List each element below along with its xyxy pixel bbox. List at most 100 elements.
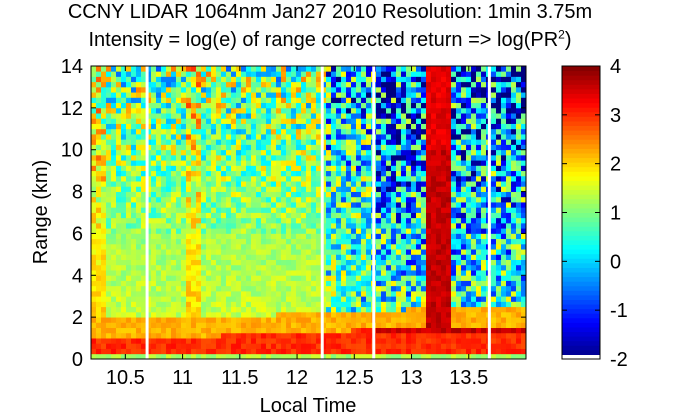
heat-cell [436, 238, 442, 245]
heat-cell [111, 238, 117, 245]
heat-cell [346, 348, 352, 355]
heat-cell [341, 280, 347, 287]
heat-cell [196, 113, 202, 119]
heat-cell [326, 228, 332, 234]
heat-cell [391, 196, 397, 203]
heat-cell [361, 353, 367, 360]
heat-cell [471, 228, 477, 234]
heat-cell [236, 149, 242, 156]
heat-cell [156, 285, 162, 292]
heat-cell [211, 154, 217, 161]
heat-cell [406, 238, 412, 245]
heat-cell [351, 254, 357, 260]
heat-cell [491, 107, 497, 114]
heat-cell [251, 186, 257, 192]
heat-cell [171, 217, 177, 224]
heat-cell [331, 196, 337, 203]
heat-cell [171, 160, 177, 166]
heat-cell [211, 270, 217, 276]
heat-cell [451, 275, 457, 281]
heat-cell [156, 92, 162, 98]
heat-cell [401, 113, 407, 119]
heat-cell [301, 217, 307, 224]
heat-cell [196, 217, 202, 224]
heat-cell [511, 254, 517, 260]
heat-cell [431, 165, 437, 172]
heat-cell [401, 280, 407, 287]
heat-cell [506, 306, 512, 313]
heat-cell [201, 76, 207, 83]
heat-cell [131, 217, 137, 224]
colorbar-segment [562, 84, 600, 90]
heat-cell [211, 275, 217, 281]
heat-cell [276, 343, 282, 349]
heat-cell [401, 296, 407, 302]
heat-cell [286, 123, 292, 130]
heat-cell [151, 301, 157, 308]
heat-cell [221, 275, 227, 281]
heat-cell [336, 317, 342, 323]
heat-cell [306, 149, 312, 156]
heat-cell [256, 191, 262, 198]
heat-cell [211, 259, 217, 266]
heat-cell [186, 128, 192, 135]
heat-cell [446, 134, 452, 140]
heat-cell [286, 212, 292, 219]
heat-cell [296, 317, 302, 323]
heat-cell [101, 76, 107, 83]
heat-cell [146, 175, 152, 182]
heat-cell [316, 160, 322, 166]
heat-cell [461, 144, 467, 151]
heat-cell [311, 113, 317, 119]
heat-cell [231, 154, 237, 161]
heat-cell [276, 217, 282, 224]
heat-cell [401, 97, 407, 104]
heat-cell [351, 113, 357, 119]
heat-cell [386, 86, 392, 93]
heat-cell [336, 92, 342, 98]
heat-cell [401, 290, 407, 297]
heat-cell [121, 275, 127, 281]
heat-cell [211, 254, 217, 260]
heat-cell [236, 102, 242, 109]
heat-cell [441, 332, 447, 339]
heat-cell [181, 311, 187, 318]
heat-cell [101, 170, 107, 177]
heat-cell [106, 102, 112, 109]
heat-cell [121, 228, 127, 234]
heat-cell [481, 134, 487, 140]
heat-cell [341, 81, 347, 88]
heat-cell [231, 228, 237, 234]
heat-cell [191, 149, 197, 156]
heat-cell [426, 228, 432, 234]
heat-cell [276, 254, 282, 260]
heat-cell [441, 134, 447, 140]
heat-cell [196, 71, 202, 77]
heat-cell [91, 170, 97, 177]
heat-cell [161, 196, 167, 203]
heat-cell [191, 217, 197, 224]
heat-cell [301, 144, 307, 151]
heat-cell [96, 149, 102, 156]
heat-cell [416, 270, 422, 276]
heat-cell [91, 165, 97, 172]
heat-cell [221, 86, 227, 93]
heat-cell [186, 123, 192, 130]
heat-cell [121, 181, 127, 187]
heat-cell [326, 343, 332, 349]
heat-cell [201, 139, 207, 145]
heat-cell [151, 86, 157, 93]
heat-cell [336, 175, 342, 182]
heat-cell [96, 317, 102, 323]
heat-cell [166, 128, 172, 135]
heat-cell [116, 139, 122, 145]
heat-cell [426, 97, 432, 104]
heat-cell [201, 249, 207, 255]
heat-cell [466, 207, 472, 213]
heat-cell [311, 353, 317, 360]
heat-cell [356, 113, 362, 119]
heat-cell [116, 191, 122, 198]
heat-cell [286, 280, 292, 287]
heat-cell [191, 280, 197, 287]
